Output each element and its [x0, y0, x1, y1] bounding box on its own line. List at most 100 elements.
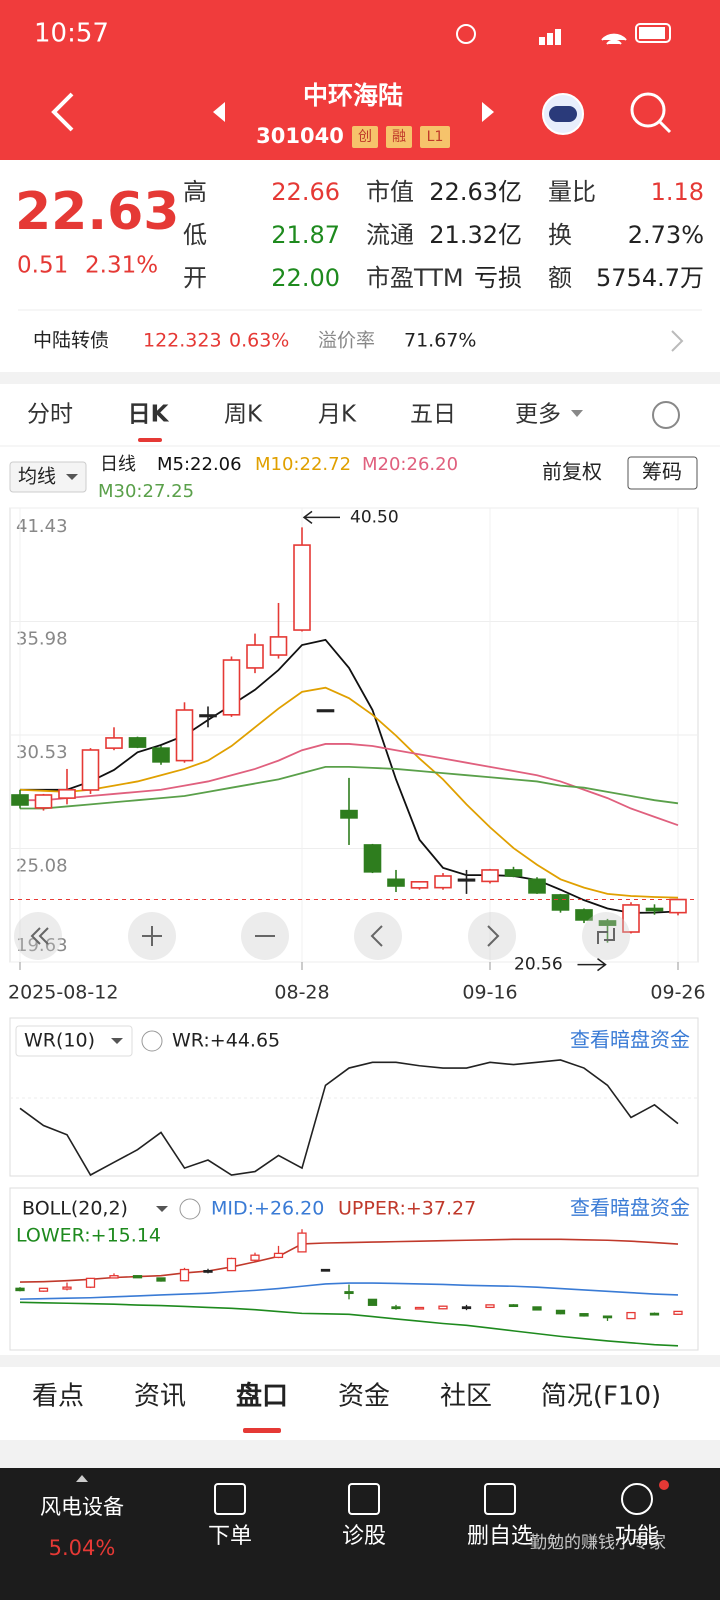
wr-title: WR(10)	[24, 1030, 95, 1052]
chart-control[interactable]	[14, 912, 62, 960]
candle-body	[481, 869, 499, 883]
bond-price: 122.323	[143, 330, 222, 352]
chips-button[interactable]	[627, 456, 698, 490]
period-tab[interactable]: 更多	[515, 402, 561, 428]
candle-body	[38, 1287, 49, 1292]
indicator-caret	[66, 474, 78, 480]
battery-level	[639, 27, 665, 39]
wr-caret	[111, 1038, 123, 1044]
candle-body	[532, 1306, 542, 1311]
candle-body	[528, 878, 546, 894]
field-label: 开	[183, 264, 207, 292]
candle-body	[199, 714, 217, 718]
info-tab[interactable]: 盘口	[236, 1381, 288, 1412]
ma-legend: M5:22.06	[157, 454, 242, 475]
nav-badge	[659, 1480, 669, 1490]
period-tab[interactable]: 周K	[224, 402, 263, 428]
nav-icon	[484, 1483, 516, 1515]
gap	[0, 372, 720, 384]
candle-body	[363, 844, 382, 873]
candle-body	[485, 1304, 495, 1309]
search-icon[interactable]	[630, 92, 666, 128]
boll-title: BOLL(20,2)	[22, 1198, 128, 1220]
y-tick-label: 19.63	[16, 935, 68, 956]
indicator-select[interactable]	[9, 461, 87, 493]
signal-icons	[539, 29, 627, 45]
candle-body	[128, 737, 147, 748]
period-tab[interactable]: 分时	[27, 402, 73, 428]
next-stock[interactable]	[482, 102, 494, 122]
annotation: 20.56	[514, 955, 563, 975]
sector-caret	[76, 1475, 88, 1482]
field-value: 亏损	[474, 264, 522, 292]
candle-body	[297, 1232, 307, 1253]
info-tab[interactable]: 资讯	[134, 1382, 186, 1412]
chart-control[interactable]	[582, 912, 630, 960]
info-tab[interactable]: 看点	[32, 1382, 84, 1412]
wr-frame	[9, 1017, 699, 1177]
y-tick-label: 30.53	[16, 742, 68, 763]
chart-control[interactable]	[354, 912, 402, 960]
battery	[635, 23, 671, 43]
candle-body	[575, 909, 593, 921]
wr-label: WR:+44.65	[172, 1030, 280, 1052]
boll-label: LOWER:+15.14	[16, 1225, 161, 1247]
x-tick-label: 09-16	[462, 982, 517, 1004]
field-label: 市值	[366, 178, 414, 206]
adjust-label[interactable]: 前复权	[542, 460, 602, 484]
wr-select[interactable]	[15, 1025, 133, 1057]
stock-code: 301040	[256, 124, 344, 148]
stock-tag	[352, 126, 378, 148]
indicator-name: 均线	[18, 466, 56, 488]
candle-body	[598, 920, 617, 926]
prev-stock[interactable]	[213, 102, 225, 122]
settings-icon[interactable]	[652, 401, 680, 429]
stock-tag-text: 创	[358, 129, 372, 145]
x-tick-label: 09-26	[650, 982, 705, 1004]
chart-control[interactable]	[468, 912, 516, 960]
candle-body	[434, 875, 452, 889]
chevron[interactable]	[671, 330, 684, 352]
period-tab[interactable]: 日K	[128, 402, 170, 428]
candle-body	[626, 1311, 636, 1320]
boll-label: UPPER:+37.27	[338, 1198, 476, 1220]
candle-body	[410, 881, 429, 889]
candle-body	[551, 894, 570, 911]
wr-link[interactable]: 查看暗盘资金	[570, 1028, 690, 1052]
candle-body	[203, 1269, 213, 1273]
control-icon	[370, 925, 383, 947]
field-value: 22.63亿	[429, 178, 522, 206]
line	[20, 743, 679, 827]
boll-link[interactable]: 查看暗盘资金	[570, 1196, 690, 1220]
nav-item[interactable]: 删自选	[467, 1524, 533, 1549]
line	[19, 1301, 679, 1347]
field-value: 21.87	[271, 221, 340, 249]
ma-legend: M20:26.20	[362, 454, 458, 475]
boll-caret	[156, 1206, 168, 1212]
gap	[0, 1440, 720, 1468]
nav-item[interactable]: 下单	[208, 1524, 252, 1549]
line	[19, 686, 679, 899]
bond-pct: 0.63%	[229, 330, 289, 352]
info-tab[interactable]: 资金	[338, 1382, 390, 1412]
nav-item[interactable]: 诊股	[342, 1524, 386, 1549]
info-tab[interactable]: 社区	[440, 1382, 492, 1412]
candle-body	[62, 1286, 72, 1290]
alarm-icon	[456, 24, 476, 44]
back-button[interactable]	[51, 92, 74, 132]
sector-name[interactable]: 风电设备	[40, 1495, 124, 1519]
candle-body	[175, 709, 194, 762]
period-tab[interactable]: 五日	[410, 402, 456, 428]
nav-item[interactable]: 功能	[615, 1524, 659, 1549]
period-tab[interactable]: 月K	[318, 402, 357, 428]
candle-body	[508, 1304, 519, 1308]
stock-name: 中环海陆	[303, 81, 403, 110]
candle-body	[15, 1287, 25, 1292]
candle-body	[555, 1309, 566, 1315]
candle-body	[81, 749, 100, 791]
info-tab[interactable]: 简况(F10)	[541, 1382, 661, 1412]
field-label: 低	[183, 221, 207, 249]
annotation-arrow	[302, 510, 340, 524]
nav-icon	[214, 1483, 246, 1515]
